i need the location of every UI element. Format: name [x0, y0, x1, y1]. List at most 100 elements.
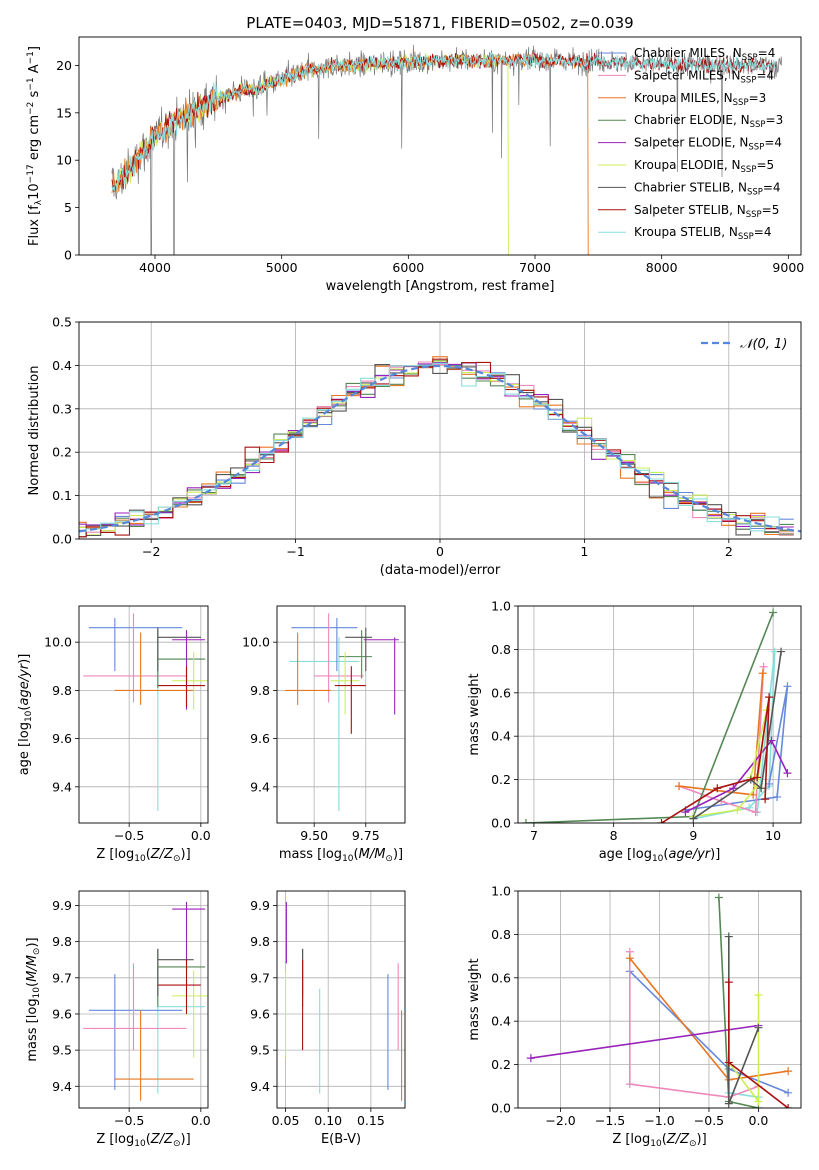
x-axis-label: (data-model)/error [380, 563, 501, 578]
legend-label-sub: SSP [741, 165, 757, 175]
y-axis-label-part: −1 [26, 77, 36, 90]
y-tick-label: 9.4 [52, 1079, 72, 1094]
weight-line [692, 651, 782, 820]
errorbar-kroupa-miles [114, 1010, 194, 1101]
y-tick-label: 1.0 [491, 884, 511, 899]
y-tick-label: 9.9 [52, 898, 72, 913]
y-tick-label: 9.8 [250, 683, 270, 698]
legend-label-value: =4 [764, 136, 782, 150]
y-tick-label: 9.4 [52, 779, 72, 794]
x-axis-label-part: wavelength [Angstrom, rest frame] [326, 279, 555, 294]
histogram-chabrier-miles [79, 362, 794, 538]
y-axis-label-part: ] [27, 46, 42, 51]
spectrum-legend: Chabrier MILES, N SSP =4 Salpeter MILES, NS… [598, 46, 783, 242]
legend-label-value: =3 [749, 91, 767, 105]
y-axis-label-part: λ [34, 199, 44, 205]
weight-marker [777, 647, 786, 656]
weight-line [685, 739, 789, 813]
x-axis-label-part: ( [662, 1132, 667, 1147]
errorbar-chabrier-miles [89, 618, 183, 672]
x-axis-label: Z [log10(Z/Z⊙)] [612, 1132, 706, 1149]
x-tick-label: −1 [286, 544, 304, 559]
weight-marker [714, 893, 723, 902]
legend-label-salpeter-miles: Salpeter MILES, NSSP=4 [634, 68, 774, 85]
x-axis-label-part: )] [181, 847, 191, 862]
grid [79, 891, 208, 1108]
legend-label-main: Chabrier ELODIE, N [634, 113, 750, 127]
legend-label-kroupa-stelib: Kroupa STELIB, NSSP=4 [634, 225, 772, 242]
x-tick-label: 0.0 [749, 1113, 769, 1128]
y-axis-label-part: s [27, 90, 42, 101]
y-tick-label: 20 [56, 58, 72, 73]
errorbar-salpeter-elodie [172, 901, 206, 964]
y-axis-label: mass [log10(M/M⊙)] [25, 937, 42, 1061]
weight-series-salpeter-elodie [526, 1021, 763, 1063]
ticks: 0.05 0.10 0.15 9.4 9.5 9.6 9.7 9.8 9.9 [250, 898, 385, 1128]
y-tick-label: 0.6 [491, 970, 511, 985]
weight-marker [758, 669, 767, 678]
y-tick-label: 0.0 [491, 1101, 511, 1116]
y-tick-label: 0.3 [52, 401, 72, 416]
x-axis-label-part: E(B-V) [321, 1132, 361, 1147]
x-axis-label-part: Z [163, 847, 174, 862]
legend-label-main: Kroupa MILES, N [634, 91, 733, 105]
x-tick-label: −2 [142, 544, 160, 559]
weight-line [629, 951, 759, 1099]
y-axis-label-part: erg cm [27, 115, 42, 164]
axes-frame [78, 36, 802, 256]
legend-label-sub: SSP [746, 210, 762, 220]
y-tick-label: 0.2 [491, 1057, 511, 1072]
y-tick-label: 0.1 [52, 488, 72, 503]
legend-label-main: Chabrier STELIB, N [634, 180, 747, 194]
x-tick-label: −0.5 [114, 828, 144, 843]
x-axis-label-part: Z [log [612, 1132, 650, 1147]
x-axis-label-part: ( [146, 847, 151, 862]
legend-label-value: =5 [756, 158, 774, 172]
x-axis-label-part: 10 [342, 854, 354, 864]
y-axis-label-part: yr [17, 662, 32, 678]
y-tick-label: 15 [56, 105, 72, 120]
x-axis-label-part: 10 [134, 1139, 146, 1149]
x-tick-label: 0.0 [191, 828, 211, 843]
y-axis-label: Normed distribution [27, 366, 42, 496]
errorbar-kroupa-stelib [157, 627, 206, 811]
legend-label-main: Chabrier MILES, N [634, 46, 742, 60]
y-tick-label: 9.4 [250, 779, 270, 794]
x-axis-label-part: ( [146, 1132, 151, 1147]
weight-marker [753, 773, 762, 782]
errorbar-salpeter-miles [83, 613, 187, 703]
weight-series-salpeter-stelib [657, 693, 774, 823]
y-tick-label: 0.8 [491, 927, 511, 942]
x-axis-label-part: )] [697, 1132, 707, 1147]
errorbar-kroupa-miles [285, 632, 331, 705]
y-axis-label-part: −1 [26, 51, 36, 64]
y-tick-label: 9.5 [250, 1043, 270, 1058]
y-tick-label: 0.0 [52, 532, 72, 547]
grid [79, 606, 208, 823]
y-tick-label: 9.5 [52, 1043, 72, 1058]
axes-frame [276, 605, 406, 824]
histogram-chabrier-stelib [79, 364, 794, 537]
errorbar-salpeter-miles [314, 613, 364, 703]
x-tick-label: 7 [530, 828, 538, 843]
weight-marker [784, 1067, 793, 1076]
legend-label-chabrier-stelib: Chabrier STELIB, NSSP=4 [634, 180, 781, 197]
y-tick-label: 0.4 [52, 358, 72, 373]
y-tick-label: 9.6 [250, 1006, 270, 1021]
weight-marker [689, 814, 698, 823]
legend-label-sub: SSP [738, 232, 754, 242]
weight-marker [526, 1054, 535, 1063]
weight-series-salpeter-elodie [681, 736, 792, 817]
legend-label-main: Kroupa STELIB, N [634, 225, 738, 239]
grid [518, 605, 801, 824]
y-axis-label-part: / [17, 675, 32, 682]
errorbar-salpeter-stelib [157, 959, 201, 1014]
weight-marker [759, 662, 768, 671]
weight-series-salpeter-stelib [724, 978, 793, 1108]
x-axis-label-part: M [359, 847, 370, 862]
x-axis-label-part: Z [150, 847, 161, 862]
y-axis-label-part: / [25, 965, 40, 972]
legend-label-value: =5 [762, 203, 780, 217]
weight-marker [754, 1097, 763, 1106]
